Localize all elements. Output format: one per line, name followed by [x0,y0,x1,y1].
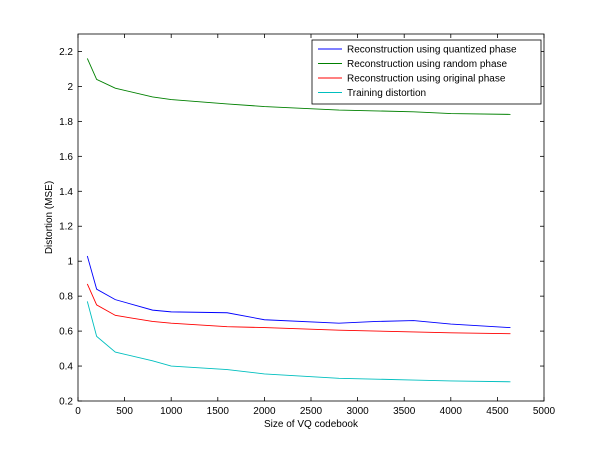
y-tick-label: 1.4 [59,187,73,198]
x-tick-label: 1500 [207,406,230,417]
legend-label-2: Reconstruction using random phase [347,59,508,70]
y-tick-label: 2 [67,82,73,93]
series-layer [86,58,511,383]
y-tick-label: 1.2 [59,222,73,233]
series-line-4 [86,301,511,383]
y-tick-label: 2.2 [59,47,73,58]
x-tick-label: 3500 [393,406,416,417]
x-axis-label: Size of VQ codebook [264,419,359,430]
y-tick-label: 0.6 [59,327,73,338]
x-tick-label: 0 [75,406,81,417]
x-tick-label: 1000 [160,406,183,417]
y-tick-label: 0.8 [59,292,73,303]
x-tick-label: 500 [116,406,133,417]
axes-layer: 0 500 1000 1500 2000 2500 3000 3500 4000 4500 5000… [59,33,556,417]
x-tick-label: 4000 [440,406,463,417]
series-line-3 [86,283,511,335]
y-axis-label: Distortion (MSE) [44,181,55,254]
y-tick-label: 1.6 [59,152,73,163]
x-tick-label: 2000 [253,406,276,417]
legend-box [311,39,542,105]
y-tick-label: 1 [67,257,73,268]
x-tick-label: 2500 [300,406,323,417]
legend-label-4: Training distortion [347,88,426,99]
x-tick-label: 5000 [533,406,556,417]
legend-label-1: Reconstruction using quantized phase [347,45,517,56]
legend: Reconstruction using quantized phase Reco… [311,39,542,105]
series-line-1 [86,255,511,329]
legend-label-3: Reconstruction using original phase [347,74,506,85]
y-tick-label: 1.8 [59,117,73,128]
x-tick-label: 4500 [486,406,509,417]
series-line-2 [86,58,511,115]
x-tick-label: 3000 [346,406,369,417]
y-tick-label: 0.4 [59,362,73,373]
y-tick-label: 0.2 [59,397,73,408]
